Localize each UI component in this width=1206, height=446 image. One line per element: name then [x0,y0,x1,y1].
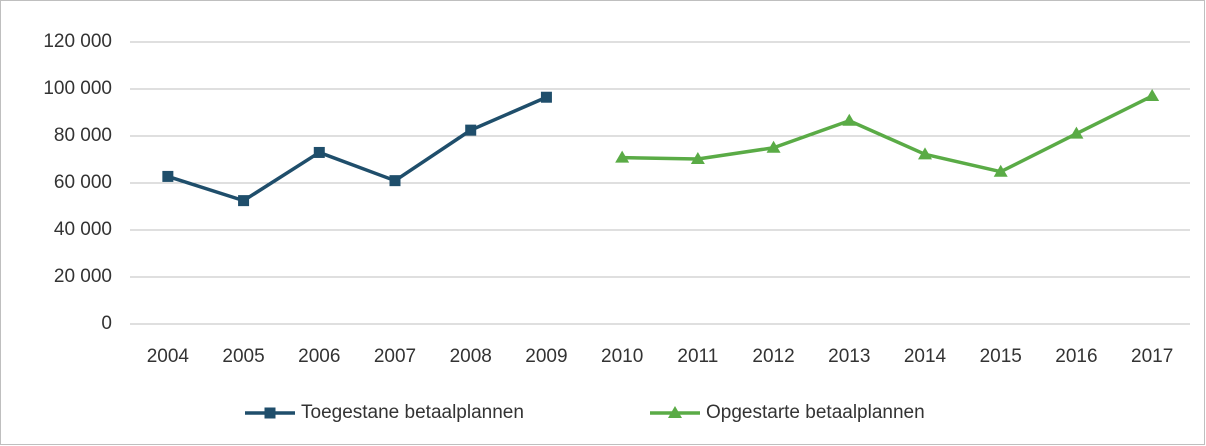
x-tick-label: 2009 [525,346,567,367]
y-tick-label: 100 000 [43,78,112,99]
x-tick-label: 2008 [450,346,492,367]
x-tick-label: 2006 [298,346,340,367]
marker [690,152,705,165]
marker [615,150,630,163]
marker [238,195,250,207]
legend-label: Opgestarte betaalplannen [706,402,925,423]
marker [1145,89,1160,102]
y-tick-label: 20 000 [54,266,112,287]
y-tick-label: 0 [101,313,112,334]
x-tick-label: 2015 [980,346,1022,367]
marker [842,113,857,126]
x-tick-label: 2010 [601,346,643,367]
x-tick-label: 2017 [1131,346,1173,367]
marker [1069,126,1084,139]
x-tick-label: 2011 [677,346,718,367]
marker [668,406,682,418]
marker [540,91,552,103]
series-line [167,95,548,203]
marker [162,170,174,182]
x-tick-label: 2012 [752,346,794,367]
x-tick-label: 2013 [828,346,870,367]
series-line [622,94,1153,174]
x-tick-label: 2014 [904,346,947,367]
marker [918,147,932,160]
x-tick-label: 2004 [147,346,190,367]
y-tick-label: 40 000 [54,219,112,240]
y-tick-label: 60 000 [54,172,112,193]
marker [313,146,325,158]
legend-label: Toegestane betaalplannen [301,402,524,423]
x-tick-label: 2016 [1055,346,1097,367]
marker [993,164,1008,177]
marker [264,407,276,419]
y-tick-label: 80 000 [54,125,112,146]
x-tick-label: 2005 [222,346,264,367]
x-tick-label: 2007 [374,346,416,367]
marker [465,124,477,136]
marker [766,140,781,153]
marker [389,175,401,187]
y-tick-label: 120 000 [43,31,112,52]
